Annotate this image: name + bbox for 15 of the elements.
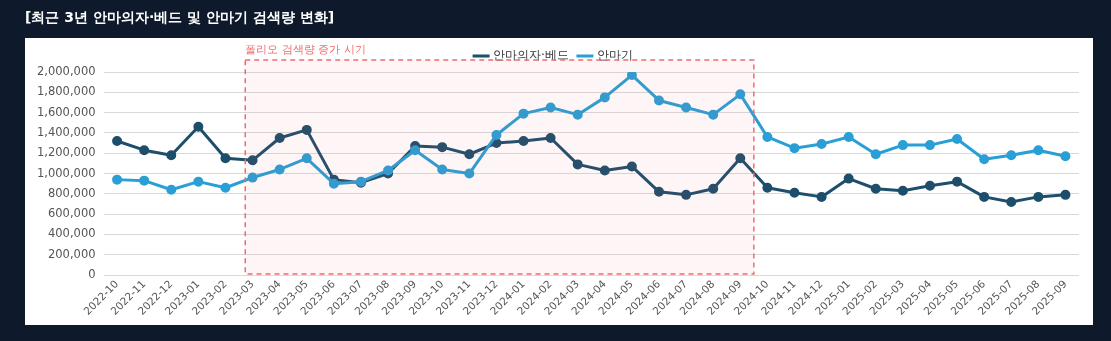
band-label: 폴리오 검색량 증가 시기 xyxy=(245,43,366,57)
y-tick-label: 200,000 xyxy=(47,246,96,261)
chart-title: [최근 3년 안마의자·베드 및 안마기 검색량 변화] xyxy=(25,9,335,27)
y-tick-label: 2,000,000 xyxy=(37,63,96,78)
y-tick-label: 400,000 xyxy=(47,226,96,241)
legend-label: 안마기 xyxy=(596,48,633,63)
y-tick-label: 1,800,000 xyxy=(37,84,96,99)
y-tick-label: 800,000 xyxy=(47,185,96,200)
y-tick-label: 0 xyxy=(88,267,96,282)
legend-label: 안마의자·베드 xyxy=(493,48,569,63)
y-tick-label: 1,400,000 xyxy=(37,124,96,139)
y-tick-label: 600,000 xyxy=(47,206,96,221)
y-tick-label: 1,000,000 xyxy=(37,165,96,180)
y-tick-label: 1,600,000 xyxy=(37,104,96,119)
y-tick-label: 1,200,000 xyxy=(37,145,96,160)
